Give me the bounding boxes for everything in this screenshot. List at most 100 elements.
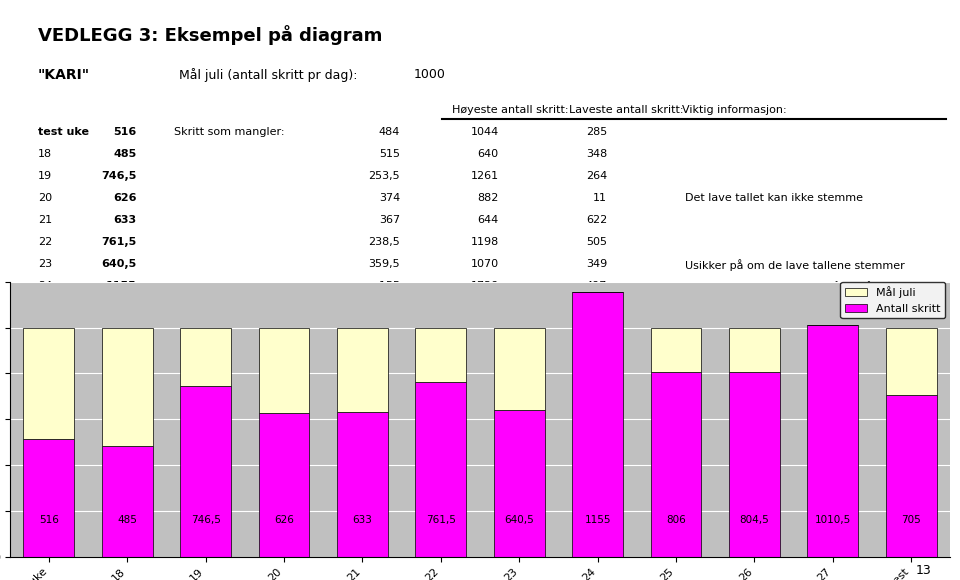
Bar — [180, 386, 231, 557]
Text: 644: 644 — [477, 215, 499, 225]
Text: 746,5: 746,5 — [101, 171, 136, 181]
Text: Det lave tallet kan ikke stemme: Det lave tallet kan ikke stemme — [685, 193, 863, 203]
Text: 22: 22 — [37, 237, 52, 247]
Text: 1261: 1261 — [470, 171, 499, 181]
Text: 804,5: 804,5 — [102, 325, 136, 336]
Text: 24: 24 — [37, 281, 52, 291]
Text: 1806: 1806 — [470, 347, 499, 358]
Text: 349: 349 — [586, 259, 607, 269]
Text: midtveis test: midtveis test — [37, 370, 120, 380]
Text: 1723: 1723 — [470, 303, 499, 313]
Text: 11: 11 — [593, 193, 607, 203]
Text: 1044: 1044 — [470, 126, 499, 137]
Text: 1448: 1448 — [470, 325, 499, 336]
Text: 497: 497 — [586, 281, 607, 291]
Text: 1070: 1070 — [470, 259, 499, 269]
Bar — [886, 395, 937, 557]
Text: 540: 540 — [586, 303, 607, 313]
Text: 13: 13 — [916, 564, 931, 577]
Bar — [729, 328, 780, 372]
Text: 633: 633 — [352, 515, 372, 525]
Text: 622: 622 — [586, 215, 607, 225]
Text: -155: -155 — [375, 281, 400, 291]
Text: 18: 18 — [37, 148, 52, 159]
Bar — [493, 328, 544, 410]
Text: 1155: 1155 — [106, 281, 136, 291]
Text: 705: 705 — [113, 370, 136, 380]
Text: 806: 806 — [113, 303, 136, 313]
Text: 626: 626 — [113, 193, 136, 203]
Text: 505: 505 — [586, 237, 607, 247]
Bar — [23, 438, 74, 557]
Bar — [416, 328, 467, 382]
Bar — [337, 328, 388, 412]
Text: 348: 348 — [586, 148, 607, 159]
Bar — [807, 325, 858, 557]
Text: 238,5: 238,5 — [369, 237, 400, 247]
Text: Er mindre aktiv enn før: Er mindre aktiv enn før — [685, 370, 814, 380]
Text: 20: 20 — [37, 193, 52, 203]
Bar — [886, 328, 937, 395]
Text: 890: 890 — [477, 370, 499, 380]
Text: 295: 295 — [379, 370, 400, 380]
Bar — [651, 328, 702, 372]
Text: 640,5: 640,5 — [102, 259, 136, 269]
Text: test uke: test uke — [37, 126, 89, 137]
Text: VEDLEGG 3: Eksempel på diagram: VEDLEGG 3: Eksempel på diagram — [37, 25, 382, 45]
Text: 1729: 1729 — [470, 281, 499, 291]
Bar — [651, 372, 702, 557]
Bar — [572, 292, 623, 557]
Text: 497-skrittelleren ble satt på ut på dagen: 497-skrittelleren ble satt på ut på dage… — [685, 281, 911, 293]
Text: 367: 367 — [379, 215, 400, 225]
Text: 633: 633 — [113, 215, 136, 225]
Text: 485: 485 — [117, 515, 137, 525]
Text: 746,5: 746,5 — [191, 515, 221, 525]
Text: 26: 26 — [37, 325, 52, 336]
Text: 882: 882 — [477, 193, 499, 203]
Text: 194: 194 — [379, 303, 400, 313]
Text: 374: 374 — [379, 193, 400, 203]
Text: 806: 806 — [666, 515, 685, 525]
Bar — [102, 328, 153, 445]
Text: Mål juli (antall skritt pr dag):: Mål juli (antall skritt pr dag): — [179, 68, 357, 82]
Text: 359,5: 359,5 — [369, 259, 400, 269]
Bar — [23, 328, 74, 438]
Text: 285: 285 — [586, 126, 607, 137]
Text: 516: 516 — [113, 126, 136, 137]
Text: 21: 21 — [37, 215, 52, 225]
Text: -10,5: -10,5 — [372, 347, 400, 358]
Text: 492: 492 — [586, 347, 607, 358]
Text: 264: 264 — [586, 171, 607, 181]
Text: 1010,5: 1010,5 — [94, 347, 136, 358]
Text: Laveste antall skritt:: Laveste antall skritt: — [569, 106, 684, 115]
Text: 521: 521 — [586, 370, 607, 380]
Text: 25: 25 — [37, 303, 52, 313]
Text: 626: 626 — [274, 515, 294, 525]
Text: 23: 23 — [37, 259, 52, 269]
Text: 485: 485 — [113, 148, 136, 159]
Text: 1198: 1198 — [470, 237, 499, 247]
Text: 337: 337 — [586, 325, 607, 336]
Text: 515: 515 — [379, 148, 400, 159]
Text: 27: 27 — [37, 347, 52, 358]
Bar — [180, 328, 231, 386]
Bar — [729, 372, 780, 557]
Text: Viktig informasjon:: Viktig informasjon: — [683, 106, 787, 115]
Text: 19: 19 — [37, 171, 52, 181]
Text: 640,5: 640,5 — [504, 515, 534, 525]
Text: Høyeste antall skritt:: Høyeste antall skritt: — [452, 106, 568, 115]
Text: 253,5: 253,5 — [369, 171, 400, 181]
Text: 516: 516 — [38, 515, 59, 525]
Text: 705: 705 — [901, 515, 921, 525]
Text: 804,5: 804,5 — [739, 515, 769, 525]
Text: 1000: 1000 — [414, 68, 446, 81]
Text: 640: 640 — [478, 148, 499, 159]
Text: Skritt som mangler:: Skritt som mangler: — [174, 126, 285, 137]
Text: 761,5: 761,5 — [426, 515, 456, 525]
Text: "KARI": "KARI" — [37, 68, 90, 82]
Text: 484: 484 — [378, 126, 400, 137]
Text: 195,5: 195,5 — [369, 325, 400, 336]
Text: 761,5: 761,5 — [102, 237, 136, 247]
Bar — [258, 414, 309, 557]
Legend: Mål juli, Antall skritt: Mål juli, Antall skritt — [840, 282, 945, 318]
